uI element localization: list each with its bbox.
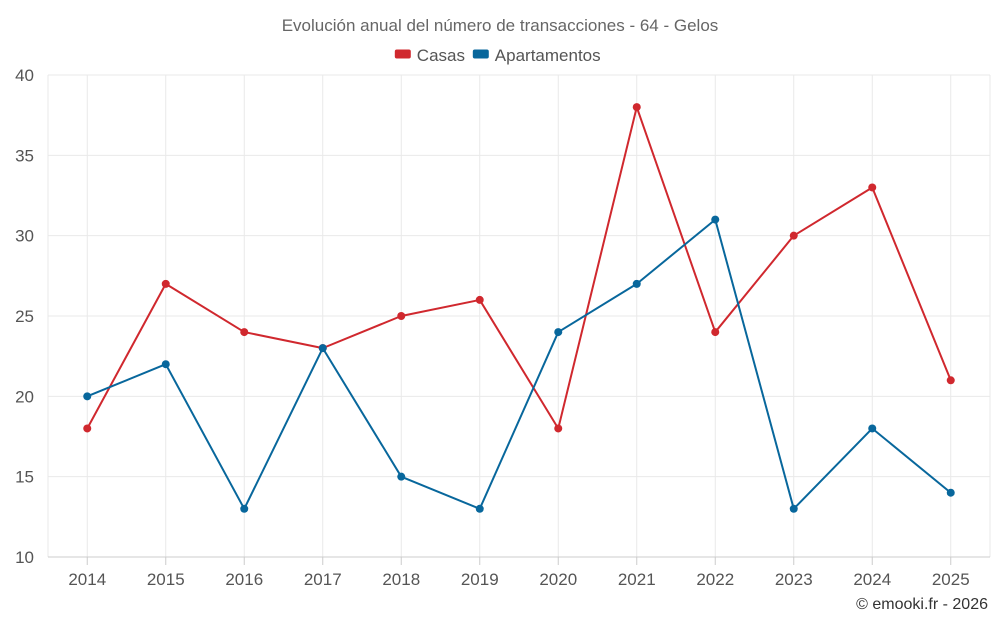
y-tick-label: 35 [15, 146, 34, 165]
legend-swatch-casas [394, 49, 411, 59]
data-point-apartamentos-2022 [711, 215, 720, 224]
data-point-apartamentos-2021 [632, 279, 641, 288]
data-point-apartamentos-2015 [161, 360, 170, 369]
data-point-apartamentos-2014 [83, 392, 92, 401]
chart-title: Evolución anual del número de transaccio… [282, 16, 719, 35]
data-point-casas-2020 [554, 424, 563, 433]
legend-label-apartamentos: Apartamentos [495, 46, 601, 65]
x-tick-label: 2024 [853, 570, 891, 589]
x-tick-label: 2022 [696, 570, 734, 589]
data-point-apartamentos-2018 [397, 472, 406, 481]
series-line-apartamentos [86, 218, 952, 510]
data-point-casas-2023 [789, 231, 798, 240]
data-point-casas-2015 [161, 279, 170, 288]
series-apartamentos [83, 215, 955, 513]
data-point-casas-2016 [240, 328, 249, 337]
data-point-casas-2025 [946, 376, 955, 385]
x-tick-label: 2015 [147, 570, 185, 589]
legend-item-apartamentos[interactable]: Apartamentos [472, 46, 601, 65]
data-point-apartamentos-2016 [240, 504, 249, 513]
legend-swatch-apartamentos [472, 49, 489, 59]
legend: Casas Apartamentos [394, 46, 601, 65]
series-casas [83, 103, 955, 433]
data-point-casas-2014 [83, 424, 92, 433]
series-layer [83, 103, 955, 513]
data-point-casas-2019 [475, 295, 484, 304]
data-point-casas-2021 [632, 103, 641, 112]
y-tick-label: 40 [15, 66, 34, 85]
x-tick-label: 2018 [382, 570, 420, 589]
data-point-apartamentos-2025 [946, 488, 955, 497]
x-tick-label: 2016 [225, 570, 263, 589]
legend-label-casas: Casas [417, 46, 465, 65]
data-point-casas-2018 [397, 312, 406, 320]
y-tick-label: 30 [15, 227, 34, 246]
y-tick-label: 25 [15, 307, 34, 326]
series-line-casas [86, 106, 952, 430]
x-tick-label: 2017 [304, 570, 342, 589]
x-tick-label: 2021 [618, 570, 656, 589]
data-point-casas-2024 [868, 183, 877, 192]
x-tick-label: 2020 [539, 570, 577, 589]
data-point-casas-2022 [711, 328, 720, 337]
x-tick-label: 2023 [775, 570, 813, 589]
x-tick-label: 2025 [932, 570, 970, 589]
x-tick-label: 2014 [68, 570, 106, 589]
y-tick-label: 10 [15, 548, 34, 567]
legend-item-casas[interactable]: Casas [394, 46, 465, 65]
y-tick-label: 20 [15, 387, 34, 406]
data-point-apartamentos-2017 [318, 344, 327, 353]
x-tick-label: 2019 [461, 570, 499, 589]
data-point-apartamentos-2020 [554, 328, 563, 337]
y-tick-label: 15 [15, 468, 34, 487]
credit-text: © emooki.fr - 2026 [856, 596, 988, 613]
data-point-apartamentos-2019 [475, 504, 484, 513]
grid [47, 74, 991, 557]
data-point-apartamentos-2023 [789, 504, 798, 513]
data-point-apartamentos-2024 [868, 424, 877, 433]
